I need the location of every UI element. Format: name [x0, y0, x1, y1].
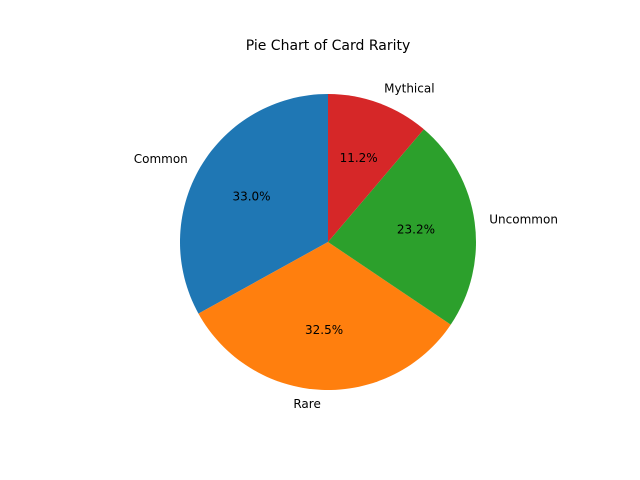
slice-percent-uncommon: 23.2%: [397, 222, 435, 236]
pie-slice-rare: [198, 242, 451, 391]
pie-labels: Common 33.0% Rare 32.5% Uncommon 23.2% Mythica…: [134, 82, 558, 411]
pie-slice-mythical: [328, 94, 424, 242]
slice-label-uncommon: Uncommon: [489, 212, 558, 226]
slice-label-rare: Rare: [293, 397, 320, 411]
slice-label-mythical: Mythical: [384, 82, 434, 96]
slice-label-common: Common: [134, 152, 188, 166]
pie-slice-uncommon: [328, 129, 476, 325]
slice-percent-common: 33.0%: [232, 189, 270, 203]
slice-percent-mythical: 11.2%: [340, 151, 378, 165]
chart-title: Pie Chart of Card Rarity: [246, 38, 411, 54]
pie-slices: [179, 94, 476, 391]
pie-slice-common: [179, 94, 328, 314]
slice-percent-rare: 32.5%: [305, 323, 343, 337]
